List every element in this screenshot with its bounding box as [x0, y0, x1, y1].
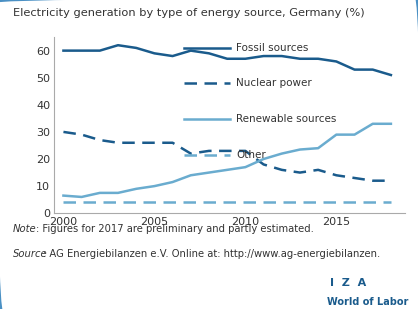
Text: Electricity generation by type of energy source, Germany (%): Electricity generation by type of energy…	[13, 8, 364, 18]
Text: Fossil sources: Fossil sources	[236, 43, 308, 53]
Text: : Figures for 2017 are preliminary and partly estimated.: : Figures for 2017 are preliminary and p…	[36, 224, 314, 234]
Text: I  Z  A: I Z A	[330, 278, 367, 288]
Text: Renewable sources: Renewable sources	[236, 114, 336, 124]
Text: Other: Other	[236, 150, 266, 159]
Text: Source: Source	[13, 249, 47, 259]
Text: Nuclear power: Nuclear power	[236, 78, 312, 88]
Text: Note: Note	[13, 224, 36, 234]
Text: World of Labor: World of Labor	[327, 297, 408, 307]
Text: : AG Energiebilanzen e.V. Online at: http://www.ag-energiebilanzen.: : AG Energiebilanzen e.V. Online at: htt…	[43, 249, 380, 259]
